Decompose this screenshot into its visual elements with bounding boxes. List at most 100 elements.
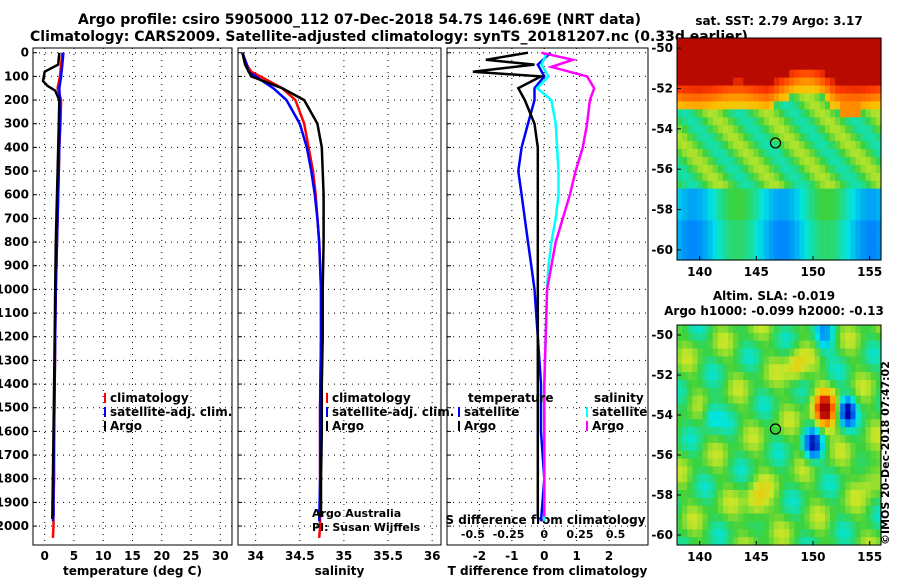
- map-cell: [677, 61, 683, 71]
- map-cell: [753, 325, 760, 334]
- map-cell: [758, 125, 765, 134]
- map-cell: [819, 395, 826, 405]
- map-cell: [707, 172, 714, 182]
- map-cell: [870, 521, 877, 530]
- map-cell: [845, 244, 851, 253]
- map-cell: [707, 69, 714, 79]
- map-cell: [855, 38, 862, 47]
- map-cell: [814, 156, 821, 166]
- map-cell: [855, 53, 862, 63]
- map-cell: [758, 325, 765, 334]
- map-cell: [830, 387, 836, 397]
- map-cell: [692, 458, 698, 468]
- map-cell: [845, 156, 851, 166]
- map-cell: [763, 69, 770, 79]
- depth-tick-label: 300: [4, 117, 29, 131]
- map-cell: [824, 101, 831, 110]
- depth-tick-label: 0: [21, 46, 29, 60]
- map-cell: [753, 411, 760, 420]
- map-cell: [748, 180, 755, 190]
- map-cell: [784, 69, 790, 79]
- map-cell: [722, 497, 729, 507]
- map-cell: [865, 419, 872, 428]
- map-cell: [712, 505, 719, 515]
- depth-tick-label: 2000: [0, 519, 29, 533]
- map-cell: [763, 109, 770, 118]
- map-cell: [814, 125, 821, 134]
- map-cell: [784, 513, 790, 523]
- map-cell: [753, 45, 760, 55]
- map-cell: [738, 172, 744, 182]
- map-cell: [733, 125, 739, 134]
- map-cell: [850, 204, 857, 214]
- sal-legend-label: Argo: [332, 419, 364, 433]
- map-cell: [702, 69, 709, 79]
- map-cell: [692, 474, 698, 483]
- map-cell: [845, 220, 851, 229]
- map-cell: [809, 204, 816, 214]
- map-cell: [768, 85, 775, 95]
- map-cell: [855, 348, 862, 358]
- map-cell: [865, 380, 872, 389]
- map-cell: [840, 419, 846, 428]
- map-cell: [722, 85, 729, 95]
- map-cell: [824, 180, 831, 190]
- map-cell: [733, 85, 739, 95]
- map-cell: [722, 220, 729, 229]
- map-cell: [860, 228, 867, 237]
- map-cell: [819, 427, 826, 436]
- map-cell: [763, 348, 770, 358]
- map-cell: [722, 474, 729, 483]
- map-cell: [707, 387, 714, 397]
- map-cell: [830, 93, 836, 103]
- map-cell: [722, 180, 729, 190]
- map-cell: [779, 38, 785, 47]
- map-cell: [738, 411, 744, 420]
- map-cell: [682, 427, 688, 436]
- depth-tick-label: 1400: [0, 377, 29, 391]
- map-cell: [804, 427, 811, 436]
- map-cell: [743, 204, 749, 214]
- map-cell: [809, 180, 816, 190]
- map-cell: [814, 252, 821, 261]
- map-cell: [855, 458, 862, 468]
- map-cell: [687, 340, 693, 350]
- map-cell: [722, 45, 729, 55]
- map-cell: [875, 109, 882, 118]
- tdiff-xtick-label: 2: [605, 549, 613, 563]
- map-cell: [773, 435, 780, 444]
- map-cell: [733, 419, 739, 428]
- map-cell: [738, 332, 744, 342]
- map-cell: [814, 325, 821, 334]
- map-cell: [824, 45, 831, 55]
- map-cell: [768, 212, 775, 221]
- map-cell: [758, 490, 765, 499]
- map-cell: [845, 466, 851, 475]
- map-cell: [733, 332, 739, 342]
- map-cell: [830, 172, 836, 182]
- map-cell: [804, 77, 811, 87]
- map-cell: [860, 435, 867, 444]
- map-cell: [677, 332, 683, 342]
- map-cell: [845, 149, 851, 158]
- map-cell: [840, 387, 846, 397]
- depth-tick-label: 800: [4, 235, 29, 249]
- map-cell: [784, 435, 790, 444]
- map-cell: [845, 45, 851, 55]
- map-cell: [835, 505, 841, 515]
- map-cell: [748, 450, 755, 460]
- map-cell: [692, 228, 698, 237]
- map-cell: [733, 435, 739, 444]
- map-cell: [855, 196, 862, 206]
- map-cell: [702, 435, 709, 444]
- map-cell: [743, 228, 749, 237]
- map-cell: [773, 77, 780, 87]
- map-cell: [697, 490, 704, 499]
- map-cell: [697, 133, 704, 142]
- depth-tick-label: 1600: [0, 424, 29, 438]
- map-cell: [819, 340, 826, 350]
- map-cell: [855, 61, 862, 71]
- map-cell: [860, 474, 867, 483]
- map-cell: [789, 77, 795, 87]
- map-cell: [850, 93, 857, 103]
